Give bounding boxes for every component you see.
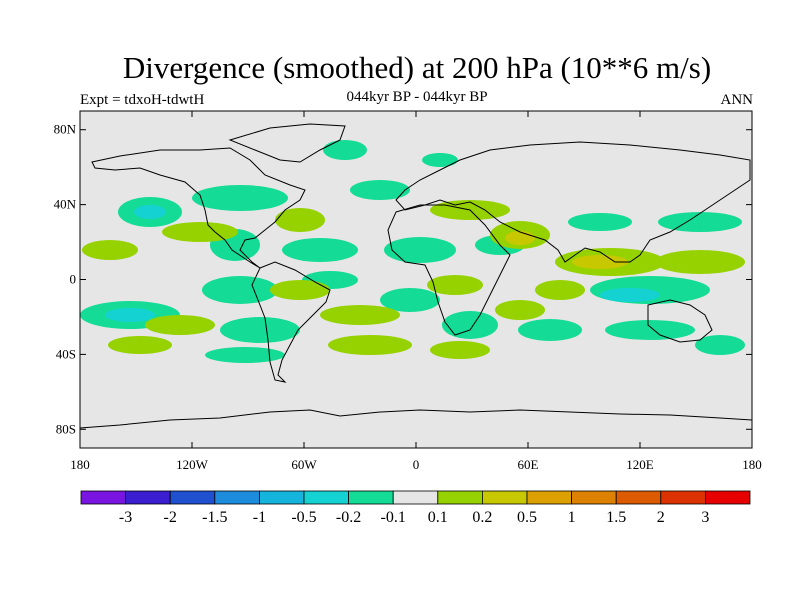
colorbar-swatch — [705, 490, 751, 505]
lat-tick-label: 40S — [56, 346, 76, 361]
experiment-label: Expt = tdxoH-tdwtH — [80, 92, 205, 108]
colorbar-swatch — [660, 490, 706, 505]
lat-tick-label: 40N — [54, 197, 77, 212]
colorbar-label: 0.1 — [428, 509, 448, 526]
colorbar-swatch — [125, 490, 171, 505]
lat-tick-label: 0 — [70, 272, 77, 287]
colorbar-label: 1.5 — [606, 509, 626, 526]
lon-tick-label: 60E — [518, 457, 539, 472]
colorbar-swatch — [214, 490, 260, 505]
greenland-coastline — [228, 123, 346, 163]
colorbar-swatch — [169, 490, 216, 505]
colorbar-swatch — [258, 490, 305, 505]
season-label: ANN — [720, 92, 754, 108]
colorbar-label: 3 — [701, 509, 709, 526]
north-america-coastline — [91, 147, 306, 269]
colorbar-label: -1 — [253, 509, 266, 526]
coastlines — [80, 123, 752, 429]
antarctica-coastline — [80, 409, 752, 429]
colorbar-swatch — [80, 490, 126, 505]
colorbar-swatch — [571, 490, 617, 505]
south-america-coastline — [251, 261, 331, 383]
colorbar-swatch — [481, 490, 528, 505]
colorbar-swatch — [615, 490, 662, 505]
colorbar: -3 -2 -1.5 -1 -0.5 -0.2 -0.1 0.1 0.2 0.5 1 1.5 2 3 — [80, 490, 751, 526]
africa-coastline — [387, 204, 511, 336]
lon-tick-label: 180 — [742, 457, 762, 472]
colorbar-swatch — [392, 490, 439, 505]
lat-tick-label: 80S — [56, 421, 76, 436]
colorbar-label: -0.2 — [336, 509, 361, 526]
colorbar-label: -3 — [119, 509, 132, 526]
colorbar-swatch — [348, 490, 394, 505]
lon-tick-label: 0 — [413, 457, 420, 472]
map-axis-ticks: 80N 40N 0 40S 80S 180 120W 60W 0 60E 120E 180 — [54, 111, 762, 472]
colorbar-label: 2 — [657, 509, 665, 526]
colorbar-label: 0.5 — [517, 509, 537, 526]
colorbar-swatch — [526, 490, 572, 505]
map-title: Divergence (smoothed) at 200 hPa (10**6 … — [122, 50, 712, 85]
colorbar-label: -2 — [164, 509, 177, 526]
lon-tick-label: 60W — [291, 457, 317, 472]
colorbar-label: 1 — [568, 509, 576, 526]
eurasia-coastline — [395, 141, 751, 263]
lon-tick-label: 180 — [70, 457, 90, 472]
lon-tick-label: 120E — [626, 457, 654, 472]
colorbar-swatch — [437, 490, 483, 505]
colorbar-label: 0.2 — [472, 509, 492, 526]
colorbar-label: -1.5 — [202, 509, 227, 526]
australia-coastline — [647, 299, 713, 343]
colorbar-label: -0.5 — [291, 509, 316, 526]
colorbar-label: -0.1 — [381, 509, 406, 526]
colorbar-swatch — [303, 490, 349, 505]
map-subtitle: 044kyr BP - 044kyr BP — [346, 89, 488, 105]
lon-tick-label: 120W — [176, 457, 209, 472]
divergence-field — [80, 140, 745, 363]
lat-tick-label: 80N — [54, 122, 77, 137]
